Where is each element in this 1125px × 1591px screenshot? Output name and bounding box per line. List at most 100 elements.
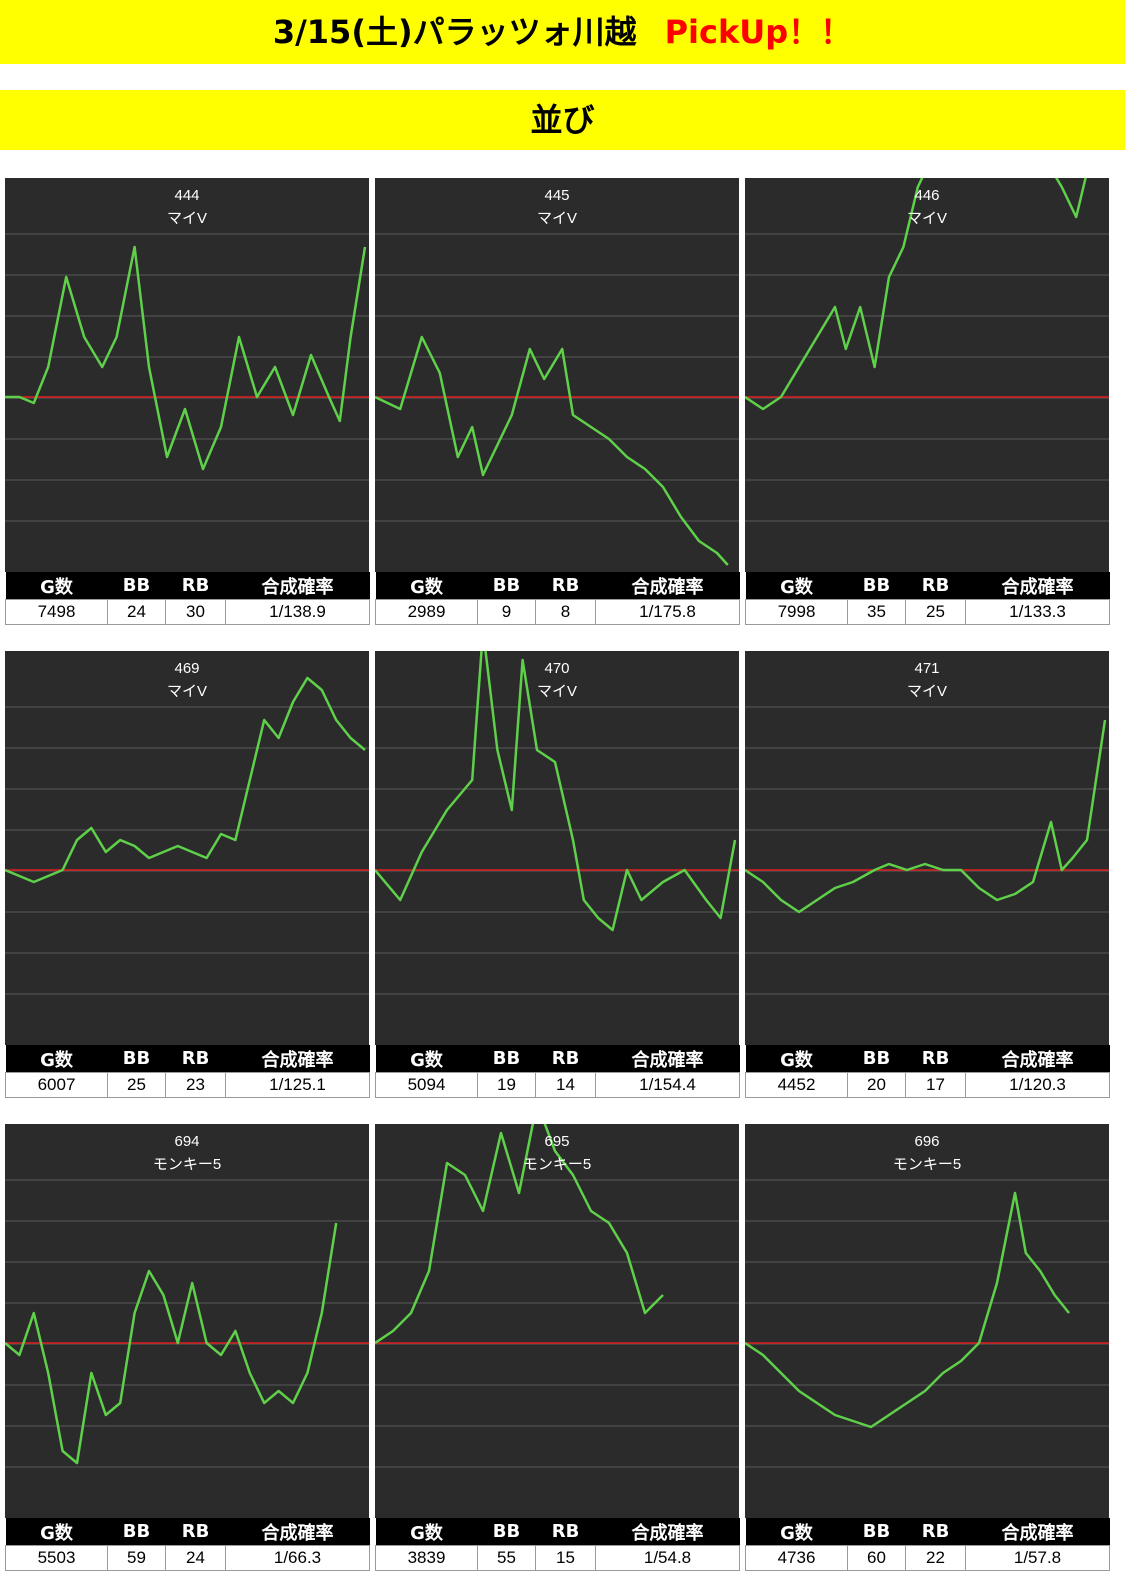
chart-panel: 696 モンキー5 G数 BB RB 合成確率 4736 60 22 1/57.8 bbox=[745, 1124, 1110, 1576]
stats-header-row: G数 BB RB 合成確率 bbox=[375, 1518, 740, 1546]
stats-value-cell: 1/66.3 bbox=[225, 1545, 370, 1571]
stats-value-cell: 20 bbox=[847, 1072, 906, 1098]
series-line bbox=[375, 1124, 664, 1345]
series-line bbox=[5, 676, 366, 884]
stats-header-cell: 合成確率 bbox=[965, 572, 1110, 600]
stats-header-cell: RB bbox=[165, 572, 226, 600]
machine-model: マイV bbox=[536, 210, 577, 227]
machine-model: マイV bbox=[536, 683, 577, 700]
stats-value-cell: 25 bbox=[905, 599, 966, 625]
machine-model: モンキー5 bbox=[892, 1156, 962, 1173]
chart-svg bbox=[5, 1179, 369, 1468]
stats-header-row: G数 BB RB 合成確率 bbox=[745, 1045, 1110, 1073]
chart-panel: 445 マイV G数 BB RB 合成確率 2989 9 8 1/175.8 bbox=[375, 178, 740, 630]
stats-header-cell: G数 bbox=[375, 572, 478, 600]
machine-number: 694 bbox=[174, 1133, 200, 1150]
machine-number: 696 bbox=[914, 1133, 940, 1150]
stats-value-cell: 1/154.4 bbox=[595, 1072, 740, 1098]
stats-header-cell: BB bbox=[847, 1518, 906, 1546]
stats-header-cell: 合成確率 bbox=[595, 1045, 740, 1073]
stats-value-row: 5094 19 14 1/154.4 bbox=[375, 1072, 740, 1098]
stats-value-cell: 4736 bbox=[745, 1545, 848, 1571]
stats-table: G数 BB RB 合成確率 4736 60 22 1/57.8 bbox=[745, 1518, 1110, 1571]
stats-value-cell: 9 bbox=[477, 599, 536, 625]
stats-table: G数 BB RB 合成確率 2989 9 8 1/175.8 bbox=[375, 572, 740, 625]
stats-value-row: 7498 24 30 1/138.9 bbox=[5, 599, 370, 625]
stats-header-cell: G数 bbox=[745, 1045, 848, 1073]
stats-header-cell: RB bbox=[905, 572, 966, 600]
stats-value-cell: 6007 bbox=[5, 1072, 108, 1098]
stats-value-cell: 7498 bbox=[5, 599, 108, 625]
stats-header-row: G数 BB RB 合成確率 bbox=[375, 1045, 740, 1073]
stats-header-cell: RB bbox=[905, 1045, 966, 1073]
stats-header-cell: RB bbox=[535, 572, 596, 600]
chart-area: 445 マイV bbox=[375, 178, 739, 572]
chart-panel: 469 マイV G数 BB RB 合成確率 6007 25 23 1/125.1 bbox=[5, 651, 370, 1103]
stats-value-row: 2989 9 8 1/175.8 bbox=[375, 599, 740, 625]
stats-value-cell: 24 bbox=[165, 1545, 226, 1571]
chart-svg bbox=[375, 651, 739, 995]
stats-header-cell: 合成確率 bbox=[595, 572, 740, 600]
stats-value-cell: 1/138.9 bbox=[225, 599, 370, 625]
chart-svg bbox=[745, 1179, 1109, 1468]
pickup-label: PickUp！！ bbox=[664, 13, 853, 51]
stats-header-cell: 合成確率 bbox=[225, 1045, 370, 1073]
chart-panel: 471 マイV G数 BB RB 合成確率 4452 20 17 1/120.3 bbox=[745, 651, 1110, 1103]
stats-value-cell: 59 bbox=[107, 1545, 166, 1571]
stats-table: G数 BB RB 合成確率 7998 35 25 1/133.3 bbox=[745, 572, 1110, 625]
stats-value-cell: 24 bbox=[107, 599, 166, 625]
stats-table: G数 BB RB 合成確率 4452 20 17 1/120.3 bbox=[745, 1045, 1110, 1098]
stats-header-cell: BB bbox=[107, 1045, 166, 1073]
chart-panel: 444 マイV G数 BB RB 合成確率 7498 24 30 1/138.9 bbox=[5, 178, 370, 630]
stats-value-cell: 4452 bbox=[745, 1072, 848, 1098]
title-banner: 3/15(土)パラッツォ川越 PickUp！！ bbox=[0, 0, 1125, 64]
chart-area: 696 モンキー5 bbox=[745, 1124, 1109, 1518]
chart-area: 471 マイV bbox=[745, 651, 1109, 1045]
machine-model: マイV bbox=[906, 683, 947, 700]
machine-model: マイV bbox=[906, 210, 947, 227]
series-line bbox=[745, 719, 1107, 914]
stats-value-cell: 5503 bbox=[5, 1545, 108, 1571]
stats-header-cell: 合成確率 bbox=[595, 1518, 740, 1546]
stats-header-cell: BB bbox=[107, 1518, 166, 1546]
chart-area: 695 モンキー5 bbox=[375, 1124, 739, 1518]
stats-table: G数 BB RB 合成確率 3839 55 15 1/54.8 bbox=[375, 1518, 740, 1571]
series-line bbox=[5, 1222, 338, 1465]
stats-value-cell: 2989 bbox=[375, 599, 478, 625]
stats-value-cell: 5094 bbox=[375, 1072, 478, 1098]
chart-panel: 694 モンキー5 G数 BB RB 合成確率 5503 59 24 1/66.3 bbox=[5, 1124, 370, 1576]
chart-svg bbox=[375, 1124, 739, 1468]
stats-value-row: 5503 59 24 1/66.3 bbox=[5, 1545, 370, 1571]
stats-header-cell: BB bbox=[477, 1518, 536, 1546]
chart-svg bbox=[375, 233, 739, 566]
chart-panel: 446 マイV G数 BB RB 合成確率 7998 35 25 1/133.3 bbox=[745, 178, 1110, 630]
machine-number: 471 bbox=[914, 660, 940, 677]
series-line bbox=[5, 245, 367, 471]
stats-table: G数 BB RB 合成確率 5503 59 24 1/66.3 bbox=[5, 1518, 370, 1571]
stats-table: G数 BB RB 合成確率 7498 24 30 1/138.9 bbox=[5, 572, 370, 625]
stats-value-row: 6007 25 23 1/125.1 bbox=[5, 1072, 370, 1098]
stats-value-cell: 17 bbox=[905, 1072, 966, 1098]
stats-value-cell: 1/120.3 bbox=[965, 1072, 1110, 1098]
stats-header-cell: RB bbox=[535, 1045, 596, 1073]
series-line bbox=[745, 1191, 1070, 1429]
machine-number: 470 bbox=[544, 660, 570, 677]
machine-model: マイV bbox=[166, 210, 207, 227]
stats-header-cell: 合成確率 bbox=[965, 1518, 1110, 1546]
stats-table: G数 BB RB 合成確率 6007 25 23 1/125.1 bbox=[5, 1045, 370, 1098]
stats-table: G数 BB RB 合成確率 5094 19 14 1/154.4 bbox=[375, 1045, 740, 1098]
series-line bbox=[375, 651, 737, 932]
stats-value-cell: 1/175.8 bbox=[595, 599, 740, 625]
stats-value-cell: 35 bbox=[847, 599, 906, 625]
stats-header-cell: G数 bbox=[375, 1518, 478, 1546]
stats-value-cell: 55 bbox=[477, 1545, 536, 1571]
stats-header-cell: BB bbox=[847, 1045, 906, 1073]
page-subtitle: 並び bbox=[530, 101, 595, 139]
stats-header-row: G数 BB RB 合成確率 bbox=[5, 572, 370, 600]
machine-number: 445 bbox=[544, 187, 570, 204]
chart-area: 444 マイV bbox=[5, 178, 369, 572]
stats-value-cell: 8 bbox=[535, 599, 596, 625]
stats-header-row: G数 BB RB 合成確率 bbox=[745, 572, 1110, 600]
chart-area: 694 モンキー5 bbox=[5, 1124, 369, 1518]
stats-header-cell: G数 bbox=[5, 1518, 108, 1546]
